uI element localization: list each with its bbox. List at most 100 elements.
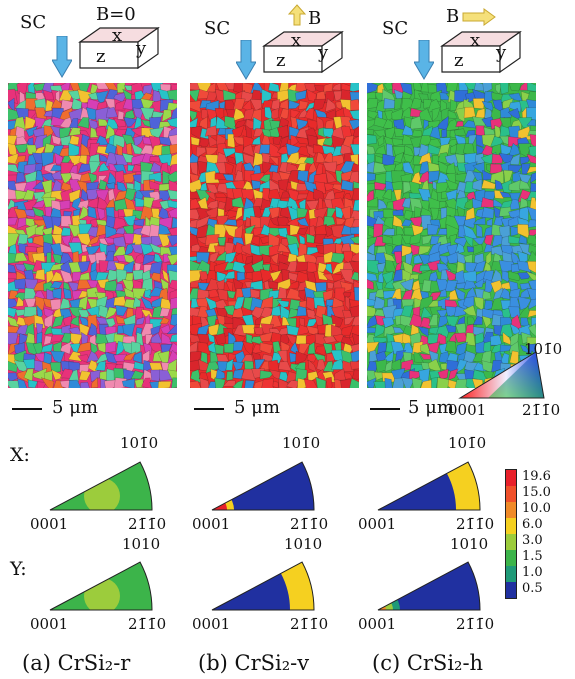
grain (393, 251, 402, 264)
grain (454, 359, 469, 375)
caption-b: (b) CrSi₂-v (198, 651, 310, 675)
grain (252, 116, 262, 131)
grain (277, 242, 291, 253)
grain (17, 378, 28, 388)
grain (508, 101, 522, 113)
grain (527, 261, 536, 274)
ebsd-map-b (190, 83, 359, 388)
grain (306, 261, 317, 274)
grain (530, 182, 536, 194)
grain (245, 216, 251, 227)
axis-y-a: y (136, 38, 147, 59)
grain (168, 246, 177, 257)
grain (322, 242, 337, 256)
grain (481, 179, 496, 190)
grain (8, 264, 17, 274)
grain (377, 271, 384, 283)
grain (216, 279, 225, 291)
ipf-y-c-right-label: 21̄1̄0 (456, 615, 495, 633)
grain (196, 215, 211, 230)
legend-swatch (506, 566, 516, 582)
grain (352, 199, 359, 212)
grain (259, 342, 274, 355)
grain (324, 98, 336, 113)
grain (526, 83, 536, 92)
grain (168, 207, 177, 218)
grain (34, 107, 47, 122)
grain (32, 179, 44, 190)
grain (32, 219, 47, 228)
grain (76, 279, 92, 290)
grain (454, 236, 469, 248)
grain (40, 377, 55, 388)
grain (31, 198, 47, 208)
grain (437, 368, 449, 380)
grain (367, 377, 377, 388)
grain (518, 234, 528, 245)
grain (277, 124, 289, 139)
grain (455, 121, 464, 128)
grain (473, 277, 485, 288)
grain (36, 304, 43, 320)
grain (508, 198, 520, 211)
sample-box-b (262, 30, 344, 74)
grain (340, 179, 354, 192)
grain (35, 169, 45, 182)
grain (476, 223, 483, 238)
grain (367, 97, 379, 109)
grain (410, 244, 420, 256)
grain (34, 268, 46, 281)
grain (261, 88, 272, 105)
grain (8, 153, 19, 165)
grain (270, 215, 280, 227)
grain (150, 272, 161, 282)
grain (315, 376, 327, 388)
grain (402, 153, 415, 163)
grain (348, 171, 359, 184)
scale-bar-a (12, 408, 42, 410)
grain (68, 127, 81, 137)
grain (486, 218, 493, 227)
grain (526, 206, 536, 221)
grain (322, 360, 334, 372)
grain (135, 316, 146, 326)
grain (367, 172, 376, 182)
ipf-contour (280, 562, 315, 610)
grain (133, 116, 142, 130)
grain (159, 307, 171, 317)
row-label-y: Y: (10, 558, 27, 580)
grain (367, 252, 376, 262)
grain (134, 378, 144, 388)
grain (8, 88, 18, 104)
grain (240, 368, 256, 381)
ipf-y-a-origin-label: 0001 (30, 615, 69, 633)
grain (81, 244, 88, 253)
grain (475, 134, 485, 148)
grain (474, 153, 485, 165)
grain (298, 290, 307, 301)
field-label-b: B (308, 8, 322, 29)
grain (36, 381, 47, 388)
grain (166, 323, 177, 335)
grain (242, 143, 255, 157)
grain (88, 172, 97, 184)
grain (24, 297, 37, 309)
grain (456, 252, 467, 265)
grain (350, 271, 359, 282)
grain (340, 170, 354, 184)
grain (105, 182, 116, 189)
grain (298, 234, 306, 246)
grain (63, 281, 71, 291)
grain (349, 226, 359, 235)
legend-swatch (506, 550, 516, 566)
grain (166, 102, 177, 112)
sc-label-a: SC (20, 12, 47, 33)
grain (104, 198, 115, 211)
grain (158, 233, 172, 248)
axis-z-c: z (454, 50, 464, 71)
grain (529, 197, 536, 212)
grain (27, 83, 36, 94)
grain (130, 341, 141, 356)
grain (484, 278, 495, 294)
grain (104, 306, 118, 320)
